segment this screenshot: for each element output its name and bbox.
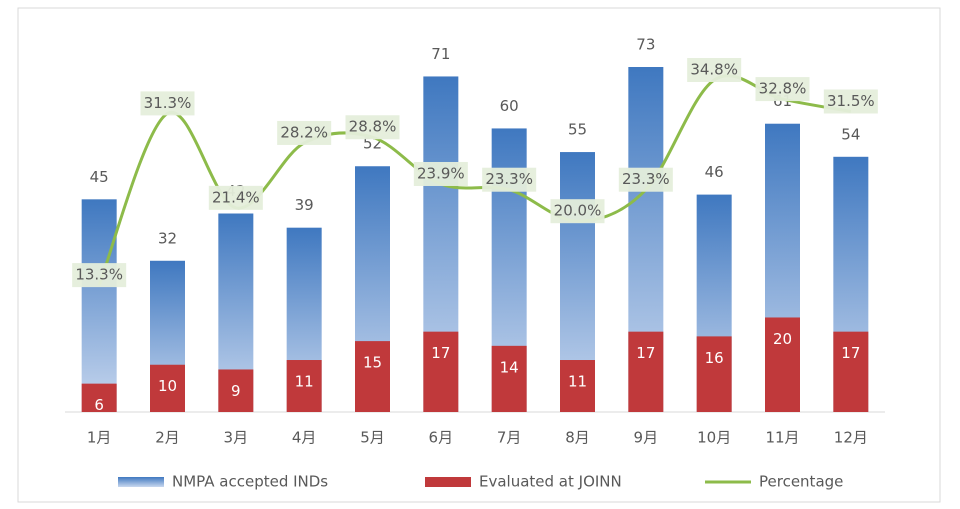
x-tick-label: 7月 xyxy=(497,429,522,447)
data-label: 20.0% xyxy=(554,202,602,220)
bar xyxy=(560,360,595,412)
legend-label: Percentage xyxy=(759,473,843,491)
data-label: 45 xyxy=(90,168,109,186)
legend-label: NMPA accepted INDs xyxy=(172,473,328,491)
data-label: 31.5% xyxy=(827,92,875,110)
label-box xyxy=(618,167,673,192)
data-label: 9 xyxy=(231,382,241,400)
data-label: 55 xyxy=(568,121,587,139)
data-label: 17 xyxy=(841,344,860,362)
data-label: 46 xyxy=(705,163,724,181)
x-tick-label: 10月 xyxy=(697,429,731,447)
data-label: 32 xyxy=(158,229,177,247)
data-label: 11 xyxy=(295,373,314,391)
data-label: 23.3% xyxy=(485,170,533,188)
data-label: 6 xyxy=(94,396,104,414)
label-box xyxy=(687,58,742,82)
data-label: 39 xyxy=(295,196,314,214)
data-label: 71 xyxy=(431,45,450,63)
data-label: 60 xyxy=(500,97,519,115)
data-label: 28.8% xyxy=(349,118,397,136)
data-label: 17 xyxy=(636,344,655,362)
data-label: 54 xyxy=(841,125,860,143)
x-tick-label: 4月 xyxy=(292,429,317,447)
data-label: 21.4% xyxy=(212,188,260,206)
data-label: 16 xyxy=(705,349,724,367)
label-box xyxy=(482,167,537,192)
bar xyxy=(218,369,254,412)
legend-swatch xyxy=(425,477,471,487)
bar xyxy=(628,331,664,412)
bar xyxy=(696,336,732,412)
data-label: 73 xyxy=(636,36,655,54)
x-tick-label: 6月 xyxy=(429,429,454,447)
x-tick-label: 12月 xyxy=(834,429,868,447)
label-box xyxy=(413,161,468,186)
data-label: 31.3% xyxy=(144,94,192,112)
data-label: 10 xyxy=(158,377,177,395)
data-label: 28.2% xyxy=(280,123,328,141)
label-box xyxy=(208,185,263,210)
data-label: 13.3% xyxy=(75,266,123,284)
label-box xyxy=(755,77,810,102)
x-tick-label: 3月 xyxy=(224,429,249,447)
data-label: 32.8% xyxy=(759,80,807,98)
x-tick-label: 5月 xyxy=(360,429,385,447)
data-label: 23.3% xyxy=(622,170,670,188)
bar xyxy=(150,364,185,412)
data-label: 17 xyxy=(431,344,450,362)
bar xyxy=(81,199,117,412)
data-label: 11 xyxy=(568,373,587,391)
bar xyxy=(491,345,527,412)
x-tick-label: 1月 xyxy=(87,429,112,447)
bar xyxy=(833,331,869,412)
label-box xyxy=(345,115,400,140)
bar xyxy=(765,317,800,412)
x-tick-label: 9月 xyxy=(634,429,659,447)
bar xyxy=(423,331,459,412)
label-box xyxy=(72,263,127,288)
label-box xyxy=(550,199,605,224)
data-label: 14 xyxy=(500,358,519,376)
data-label: 34.8% xyxy=(690,61,738,79)
x-tick-label: 2月 xyxy=(155,429,180,447)
bar xyxy=(81,383,117,412)
label-box xyxy=(277,120,332,145)
data-label: 20 xyxy=(773,330,792,348)
data-label: 23.9% xyxy=(417,164,465,182)
bar xyxy=(286,360,322,412)
data-label: 15 xyxy=(363,354,382,372)
bar xyxy=(355,341,390,412)
label-box xyxy=(823,89,878,114)
x-tick-label: 8月 xyxy=(565,429,590,447)
x-tick-label: 11月 xyxy=(765,429,799,447)
legend-swatch xyxy=(118,477,164,487)
label-box xyxy=(140,91,195,116)
legend-label: Evaluated at JOINN xyxy=(479,473,622,491)
